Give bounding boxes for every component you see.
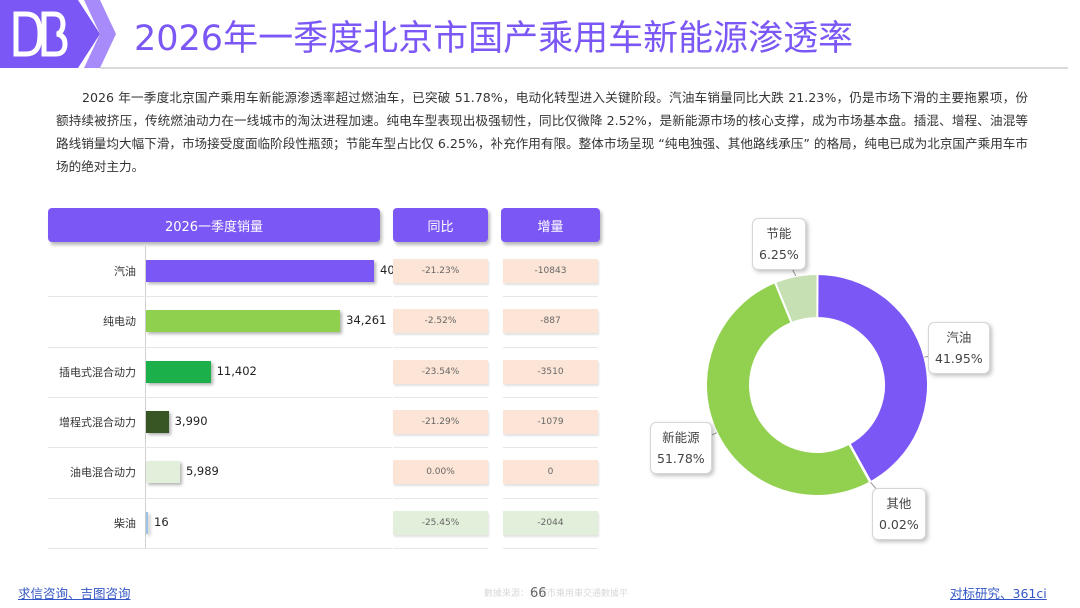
donut-callout: 节能 6.25%: [752, 218, 806, 270]
slice-value: 41.95%: [935, 351, 983, 366]
page-title: 2026年一季度北京市国产乘用车新能源渗透率: [134, 19, 854, 59]
bar-row-divider: [48, 347, 392, 348]
sales-bar: [146, 360, 211, 383]
summary-paragraph: 2026 年一季度北京国产乘用车新能源渗透率超过燃油车，已突破 51.78%，电…: [56, 90, 1028, 174]
donut-callout: 汽油 41.95%: [928, 322, 990, 374]
bar-category-label: 纯电动: [103, 315, 136, 329]
header: 2026年一季度北京市国产乘用车新能源渗透率: [0, 0, 1080, 70]
bar-value-label: 34,261: [346, 313, 387, 328]
table-row-divider: [503, 347, 598, 348]
table-row-divider: [393, 397, 488, 398]
bar-category-label: 柴油: [114, 516, 136, 530]
bar-row-divider: [48, 397, 392, 398]
yoy-cell: -2.52%: [393, 309, 488, 334]
watermark: 數據來源：北京市乘用車交通數據平: [484, 589, 629, 599]
bar-category-label: 汽油: [114, 265, 136, 279]
slice-label: 节能: [766, 226, 792, 241]
table-row-divider: [503, 498, 598, 499]
table-row-divider: [393, 347, 488, 348]
slice-label: 汽油: [946, 330, 972, 345]
table-row-divider: [503, 447, 598, 448]
page-number: 66: [530, 586, 547, 601]
yoy-cell: -21.23%: [393, 259, 488, 284]
slice-label: 其他: [886, 496, 912, 511]
bar-row-divider: [48, 447, 392, 448]
yoy-cell: -21.29%: [393, 410, 488, 435]
sales-bar: [146, 411, 169, 434]
header-divider: [100, 67, 1068, 69]
increment-cell: 0: [503, 460, 598, 485]
table-row-divider: [393, 548, 488, 549]
yoy-cell: 0.00%: [393, 460, 488, 485]
donut-callout: 其他 0.02%: [872, 488, 926, 540]
slice-label: 新能源: [662, 430, 700, 445]
share-donut-chart: [681, 244, 960, 516]
footer-left-link[interactable]: 求信咨询、吉图咨询: [18, 586, 131, 601]
bar-row-divider: [48, 498, 392, 499]
sales-bar: [146, 461, 180, 484]
sales-bar-chart: 汽油40,229纯电动34,261插电式混合动力11,402增程式混合动力3,9…: [48, 246, 420, 549]
table-row-divider: [393, 296, 488, 297]
yoy-cell: -23.54%: [393, 359, 488, 384]
bar-value-label: 3,990: [174, 414, 208, 429]
footer-right-link[interactable]: 对标研究、361ci: [950, 586, 1047, 601]
slice-value: 0.02%: [879, 517, 919, 532]
bar-category-label: 增程式混合动力: [59, 416, 136, 430]
table-row-divider: [503, 548, 598, 549]
bar-value-label: 11,402: [216, 363, 257, 378]
yoy-cell: -25.45%: [393, 510, 488, 535]
donut-slice: [773, 273, 819, 325]
bar-value-label: 5,989: [185, 464, 219, 479]
table-row-divider: [503, 296, 598, 297]
donut-slice: [816, 272, 929, 484]
table-row-divider: [393, 498, 488, 499]
donut-slice: [705, 280, 872, 497]
bar-value-label: 16: [154, 514, 169, 529]
bar-category-label: 油电混合动力: [70, 466, 136, 480]
increment-cell: -10843: [503, 259, 598, 284]
bar-category-label: 插电式混合动力: [59, 365, 136, 379]
increment-cell: -2044: [503, 510, 598, 535]
slice-value: 51.78%: [657, 451, 705, 466]
bar-row-divider: [48, 296, 392, 297]
increment-cell: -887: [503, 309, 598, 334]
bar-row-divider: [48, 548, 392, 549]
donut-callout: 新能源 51.78%: [650, 422, 712, 474]
header-increment: 增量: [501, 208, 600, 242]
slice-value: 6.25%: [759, 247, 799, 262]
table-row-divider: [503, 397, 598, 398]
sales-bar: [146, 310, 341, 333]
header-yoy: 同比: [393, 208, 488, 242]
increment-cell: -1079: [503, 410, 598, 435]
table-row-divider: [393, 447, 488, 448]
sales-bar: [146, 260, 374, 283]
header-sales: 2026一季度销量: [48, 208, 380, 242]
sales-bar: [146, 511, 148, 534]
brand-logo: [0, 0, 116, 68]
increment-cell: -3510: [503, 359, 598, 384]
